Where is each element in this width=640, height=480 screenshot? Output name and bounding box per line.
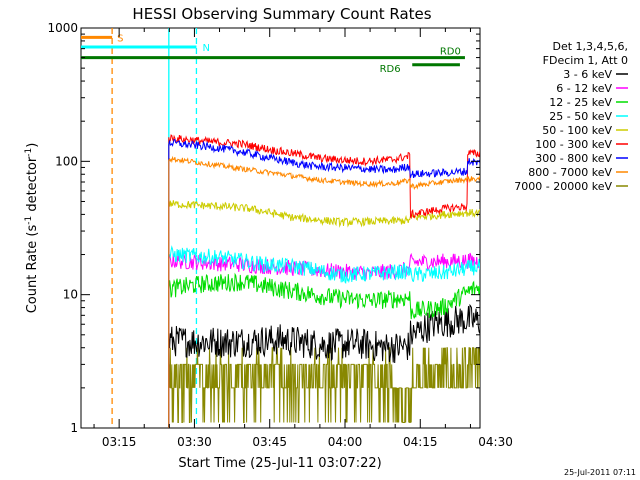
chart-title: HESSI Observing Summary Count Rates (132, 5, 431, 23)
series-line-300-800kev (168, 138, 480, 428)
y-tick-label: 1000 (47, 21, 78, 35)
series-line-6-12kev (168, 252, 480, 428)
flag-label-rd0: RD0 (440, 46, 461, 57)
y-axis-label-part: Count Rate (s (25, 225, 40, 314)
series-line-100-300kev (168, 134, 480, 428)
legend-entry-label: 3 - 6 keV (563, 68, 612, 81)
y-tick-label: 1 (70, 421, 78, 435)
legend-entry-label: 6 - 12 keV (556, 82, 612, 95)
x-tick-label: 03:45 (252, 435, 287, 449)
plot-frame (80, 27, 481, 429)
plot-content (81, 28, 480, 428)
y-tick-label: 10 (63, 288, 78, 302)
legend-entry-label: 7000 - 20000 keV (514, 180, 612, 193)
x-axis-label: Start Time (25-Jul-11 03:07:22) (178, 456, 381, 471)
series-line-800-7000kev (168, 155, 480, 428)
x-tick-label: 03:15 (102, 435, 137, 449)
footer-date: 25-Jul-2011 07:11 (564, 468, 636, 477)
legend-header-line: FDecim 1, Att 0 (543, 54, 628, 67)
y-axis-label: Count Rate (s-1 detector-1) (24, 143, 40, 314)
flag-label-n: N (202, 43, 209, 54)
y-tick-label: 100 (55, 154, 78, 168)
x-tick-label: 04:30 (478, 435, 513, 449)
legend-entry-label: 25 - 50 keV (549, 110, 612, 123)
legend-entry-label: 12 - 25 keV (549, 96, 612, 109)
series-line-7000-20000kev (168, 347, 480, 423)
flag-label-rd6: RD6 (380, 64, 401, 75)
legend-entry-label: 300 - 800 keV (535, 152, 612, 165)
y-axis-ticks: 1 10 100 1000 (47, 21, 480, 435)
flag-label-s: S (117, 33, 123, 44)
legend-header-line: Det 1,3,4,5,6, (552, 40, 628, 53)
y-axis-label-part: detector (25, 156, 40, 216)
x-axis-ticks: 03:15 03:30 03:45 04:00 04:15 04:30 (93, 28, 513, 449)
legend-entry-label: 800 - 7000 keV (528, 166, 612, 179)
legend: Det 1,3,4,5,6, FDecim 1, Att 0 3 - 6 keV… (514, 40, 628, 193)
series-line-3-6kev (168, 303, 480, 428)
x-tick-label: 04:15 (403, 435, 438, 449)
series-line-50-100kev (168, 200, 480, 428)
plot-area: S N RD0 RD6 (81, 28, 480, 428)
series-line-12-25kev (168, 272, 480, 428)
x-tick-label: 04:00 (328, 435, 363, 449)
y-axis-label-exponent: -1 (24, 148, 34, 157)
legend-entry-label: 100 - 300 keV (535, 138, 612, 151)
y-axis-label-part: ) (25, 143, 40, 148)
y-axis-label-exponent: -1 (24, 216, 34, 225)
x-tick-label: 03:30 (177, 435, 212, 449)
series-line-25-50kev (168, 245, 480, 428)
legend-entry-label: 50 - 100 keV (542, 124, 612, 137)
